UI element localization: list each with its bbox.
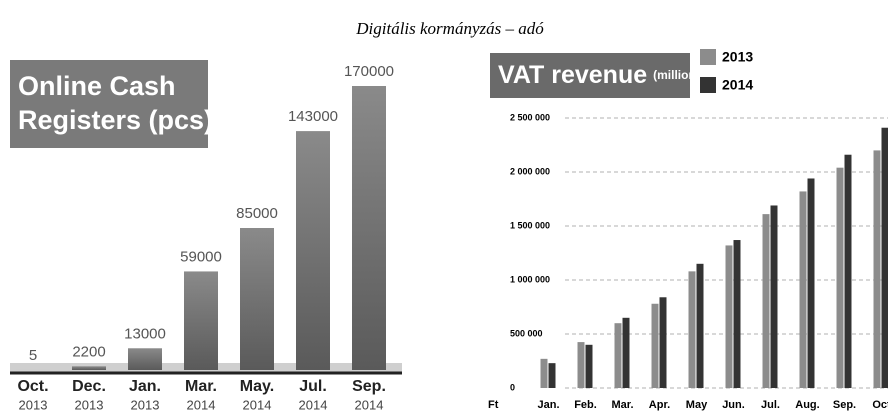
x-tick-year: 2014 <box>187 397 216 412</box>
bar <box>128 348 162 370</box>
value-label: 85000 <box>236 205 278 222</box>
chart-title: VAT revenue (million HUF) <box>498 61 728 89</box>
x-tick-label: Aug. <box>795 399 819 411</box>
bar <box>577 342 585 388</box>
value-label: 143000 <box>288 108 338 125</box>
y-tick-label: 0 <box>510 382 515 392</box>
x-tick-label: Oct. <box>17 378 48 395</box>
x-tick-label: Sep. <box>352 378 386 395</box>
legend-label: 2013 <box>722 49 753 65</box>
title-box <box>490 53 690 98</box>
x-tick-year: 2013 <box>131 397 160 412</box>
x-tick-year: 2014 <box>243 397 272 412</box>
bar <box>725 245 733 388</box>
bar <box>548 363 556 388</box>
x-tick-label: Feb. <box>574 399 597 411</box>
x-tick-year: 2014 <box>355 397 384 412</box>
unit-label: Ft <box>488 399 499 411</box>
bar <box>799 191 807 388</box>
x-tick-label: Mar. <box>185 378 217 395</box>
bar <box>585 344 593 388</box>
x-tick-label: Jul. <box>299 378 327 395</box>
y-tick-label: 1 500 000 <box>510 220 550 230</box>
x-tick-label: Jul. <box>761 399 780 411</box>
bar <box>762 214 770 388</box>
bar <box>836 167 844 388</box>
bar <box>733 240 741 388</box>
bar <box>807 178 815 388</box>
bar <box>844 154 852 388</box>
bar <box>622 317 630 388</box>
x-tick-label: Jan. <box>129 378 161 395</box>
value-label: 13000 <box>124 325 166 342</box>
x-tick-label: Apr. <box>649 399 670 411</box>
legend-swatch <box>700 49 716 65</box>
bar <box>540 358 548 388</box>
legend-label: 2014 <box>722 77 753 93</box>
x-tick-year: 2013 <box>75 397 104 412</box>
bar <box>688 271 696 388</box>
x-tick-label: Sep. <box>833 399 856 411</box>
bar <box>296 131 330 370</box>
legend-swatch <box>700 77 716 93</box>
value-label: 59000 <box>180 248 222 265</box>
page-header: Digitális kormányzás – adó <box>355 19 544 38</box>
x-tick-label: Jun. <box>722 399 745 411</box>
y-tick-label: 2 500 000 <box>510 112 550 122</box>
value-label: 5 <box>29 347 37 364</box>
x-tick-year: 2013 <box>19 397 48 412</box>
bar <box>184 271 218 370</box>
x-tick-label: May. <box>240 378 274 395</box>
bar <box>659 297 667 388</box>
chart-title: Registers (pcs) <box>18 105 213 135</box>
bar <box>696 263 704 388</box>
x-tick-year: 2014 <box>299 397 328 412</box>
bar <box>651 303 659 388</box>
chart-title: Online Cash <box>18 71 176 101</box>
x-tick-label: Jan. <box>537 399 559 411</box>
bar <box>240 228 274 370</box>
value-label: 2200 <box>72 343 105 360</box>
y-tick-label: 1 000 000 <box>510 274 550 284</box>
bar <box>614 323 622 388</box>
bar <box>770 205 778 388</box>
value-label: 170000 <box>344 63 394 80</box>
x-tick-label: May <box>686 399 708 411</box>
bar <box>881 127 888 388</box>
bar <box>352 86 386 370</box>
title-box <box>10 60 208 148</box>
bar <box>873 150 881 388</box>
y-tick-label: 2 000 000 <box>510 166 550 176</box>
y-tick-label: 500 000 <box>510 328 543 338</box>
x-tick-label: Dec. <box>72 378 106 395</box>
x-tick-label: Oct <box>872 399 888 411</box>
x-tick-label: Mar. <box>611 399 633 411</box>
bar <box>72 366 106 370</box>
